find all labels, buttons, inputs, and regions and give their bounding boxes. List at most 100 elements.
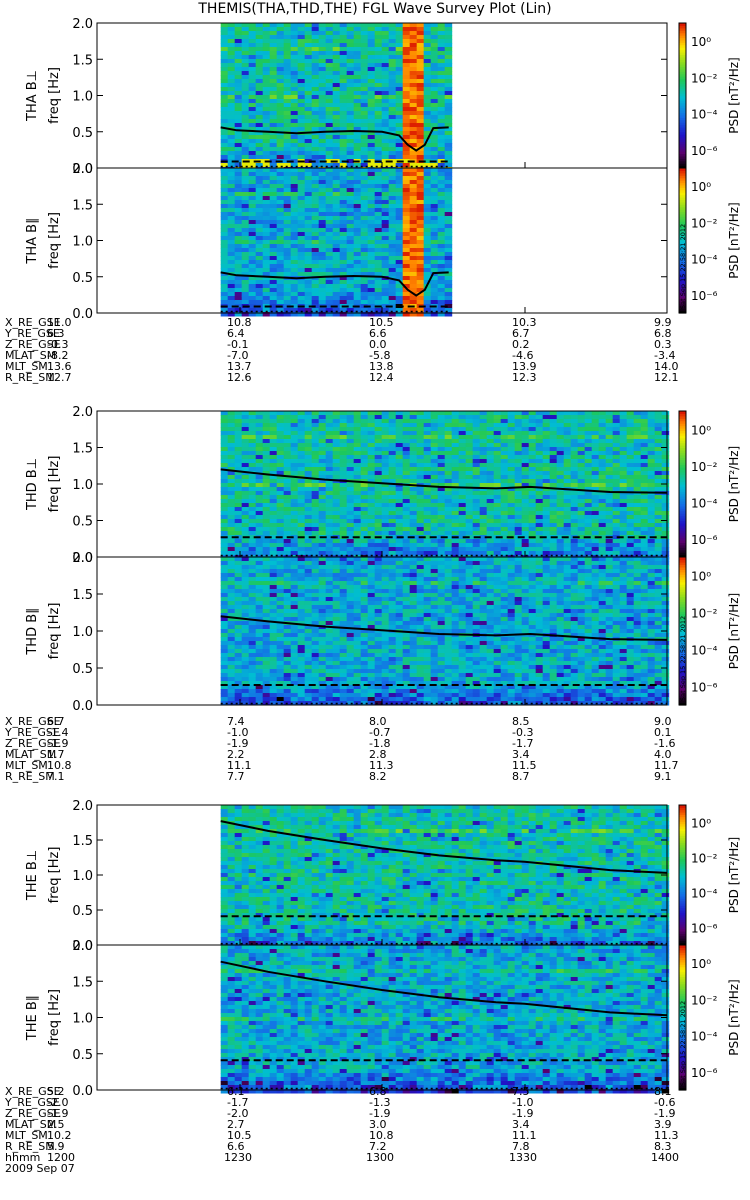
spectrogram-cell xyxy=(297,419,306,424)
spectrogram-cell xyxy=(388,212,397,217)
spectrogram-cell xyxy=(409,228,418,233)
spectrogram-cell xyxy=(276,212,285,217)
spectrogram-cell xyxy=(311,192,320,197)
spectrogram-cell xyxy=(605,483,614,488)
colorbar-segment xyxy=(679,107,686,111)
spectrogram-cell xyxy=(374,499,383,504)
spectrogram-cell xyxy=(626,439,635,444)
spectrogram-cell xyxy=(241,135,250,140)
spectrogram-cell xyxy=(248,67,257,72)
spectrogram-cell xyxy=(269,224,278,229)
spectrogram-cell xyxy=(633,519,642,524)
spectrogram-cell xyxy=(248,296,257,301)
spectrogram-cell xyxy=(584,495,593,500)
spectrogram-cell xyxy=(220,107,229,112)
spectrogram-cell xyxy=(472,431,481,436)
spectrogram-cell xyxy=(269,292,278,297)
spectrogram xyxy=(220,411,670,560)
spectrogram-cell xyxy=(220,547,229,552)
spectrogram-cell xyxy=(584,523,593,528)
spectrogram-cell xyxy=(339,268,348,273)
spectrogram-cell xyxy=(346,103,355,108)
spectrogram-cell xyxy=(507,503,516,508)
spectrogram-cell xyxy=(248,79,257,84)
colorbar-segment xyxy=(679,129,686,133)
freq-axis-label: freq [Hz] xyxy=(47,67,62,124)
spectrogram-cell xyxy=(507,471,516,476)
spectrogram-cell xyxy=(360,51,369,56)
spectrogram-cell xyxy=(381,308,390,313)
colorbar-segment xyxy=(679,284,686,287)
spectrogram-cell xyxy=(612,439,621,444)
spectrogram-cell xyxy=(297,99,306,104)
spectrogram-cell xyxy=(451,503,460,508)
spectrogram-cell xyxy=(654,523,663,528)
spectrogram-cell xyxy=(290,439,299,444)
spectrogram-cell xyxy=(304,471,313,476)
spectrogram-cell xyxy=(290,443,299,448)
spectrogram-cell xyxy=(360,256,369,261)
spectrogram-cell xyxy=(339,123,348,128)
spectrogram-cell xyxy=(311,260,320,265)
spectrogram-cell xyxy=(374,479,383,484)
spectrogram-cell xyxy=(563,495,572,500)
spectrogram-cell xyxy=(220,483,229,488)
spectrogram-cell xyxy=(234,495,243,500)
spectrogram-cell xyxy=(612,411,621,416)
spectrogram-cell xyxy=(311,55,320,60)
spectrogram-cell xyxy=(339,507,348,512)
spectrogram-cell xyxy=(297,292,306,297)
spectrogram-cell xyxy=(514,519,523,524)
spectrogram-cell xyxy=(395,115,404,120)
spectrogram-cell xyxy=(353,272,362,277)
spectrogram-cell xyxy=(276,240,285,245)
spectrogram-cell xyxy=(437,483,446,488)
spectrogram-cell xyxy=(311,228,320,233)
spectrogram-cell xyxy=(297,119,306,124)
spectrogram-cell xyxy=(612,551,621,556)
spectrogram-cell xyxy=(283,296,292,301)
spectrogram-cell xyxy=(227,292,236,297)
spectrogram-cell xyxy=(479,427,488,432)
spectrogram-cell xyxy=(535,423,544,428)
spectrogram-cell xyxy=(241,519,250,524)
spectrogram-cell xyxy=(276,224,285,229)
spectrogram-cell xyxy=(395,260,404,265)
spectrogram-cell xyxy=(227,123,236,128)
spectrogram-cell xyxy=(339,43,348,48)
spectrogram-cell xyxy=(626,443,635,448)
spectrogram-cell xyxy=(591,527,600,532)
spectrogram-cell xyxy=(402,204,411,209)
spectrogram-cell xyxy=(332,103,341,108)
spectrogram-cell xyxy=(304,256,313,261)
spectrogram-cell xyxy=(304,519,313,524)
spectrogram-cell xyxy=(381,519,390,524)
spectrogram-cell xyxy=(262,151,271,156)
spectrogram-cell xyxy=(304,483,313,488)
spectrogram-cell xyxy=(465,467,474,472)
colorbar-segment xyxy=(679,61,686,65)
spectrogram-cell xyxy=(241,515,250,520)
spectrogram-cell xyxy=(402,308,411,313)
spectrogram-cell xyxy=(269,236,278,241)
spectrogram-cell xyxy=(514,479,523,484)
spectrogram-cell xyxy=(437,276,446,281)
spectrogram-cell xyxy=(325,159,334,164)
spectrogram-cell xyxy=(311,280,320,285)
spectrogram-cell xyxy=(612,447,621,452)
spectrogram-cell xyxy=(507,523,516,528)
spectrogram-cell xyxy=(465,515,474,520)
spectrogram-cell xyxy=(346,212,355,217)
spectrogram-cell xyxy=(423,535,432,540)
spectrogram-cell xyxy=(654,507,663,512)
spectrogram-cell xyxy=(374,551,383,556)
spectrogram-cell xyxy=(395,99,404,104)
spectrogram-cell xyxy=(248,531,257,536)
spectrogram-cell xyxy=(353,296,362,301)
spectrogram-cell xyxy=(297,507,306,512)
spectrogram-cell xyxy=(430,551,439,556)
spectrogram-cell xyxy=(381,463,390,468)
spectrogram-cell xyxy=(241,87,250,92)
spectrogram-cell xyxy=(290,159,299,164)
spectrogram-cell xyxy=(416,471,425,476)
